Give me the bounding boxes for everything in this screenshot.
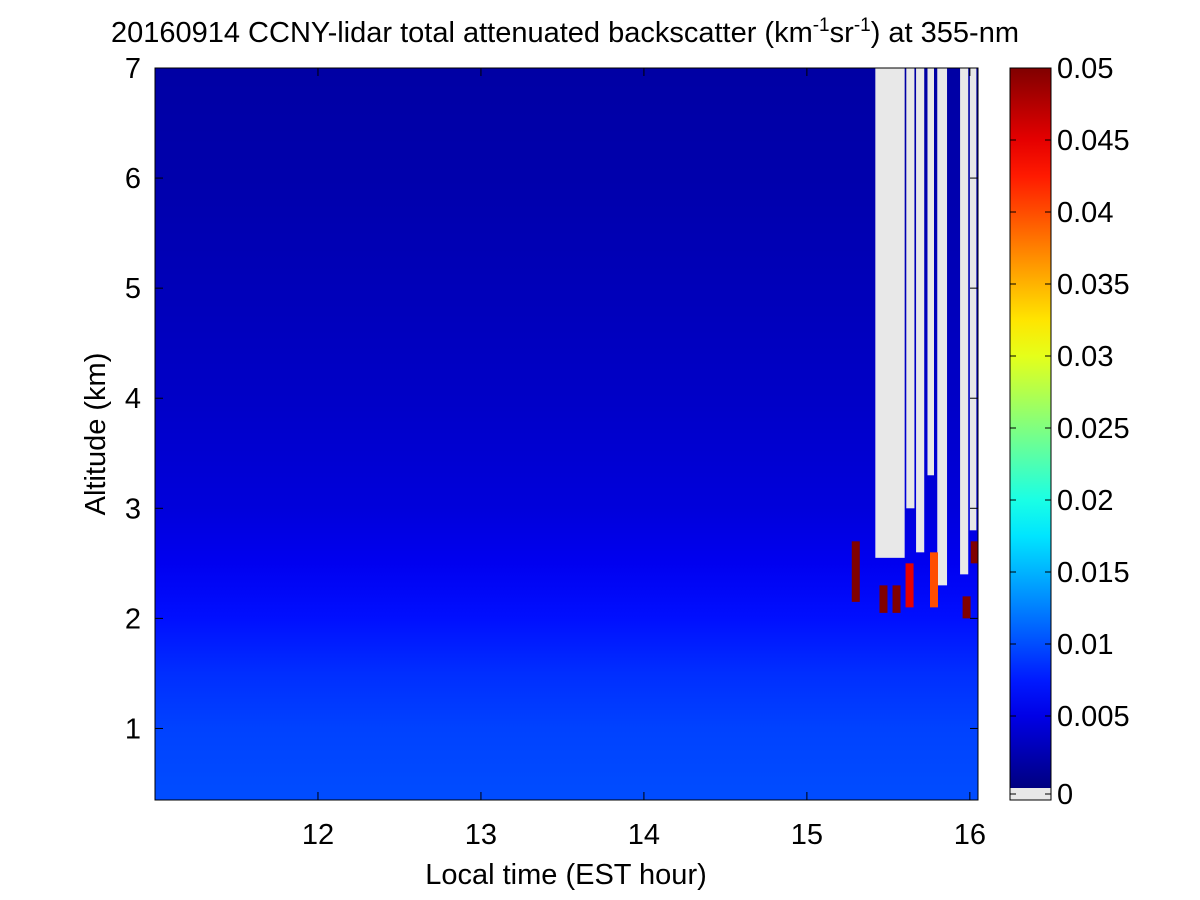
colorbar-tick-label: 0.05 xyxy=(1057,53,1113,85)
x-tick-label: 13 xyxy=(465,819,497,851)
missing-data-column xyxy=(906,68,915,509)
missing-data-column xyxy=(960,68,969,575)
colorbar-below-range xyxy=(1010,788,1051,800)
colorbar-tick-label: 0.035 xyxy=(1057,269,1130,301)
colorbar-tick-label: 0.045 xyxy=(1057,125,1130,157)
cloud-event xyxy=(892,585,901,613)
colorbar-tick-label: 0.025 xyxy=(1057,413,1130,445)
heatmap-background xyxy=(155,68,978,800)
missing-data-layer xyxy=(875,68,977,586)
colorbar-tick-label: 0.04 xyxy=(1057,197,1113,229)
cloud-event xyxy=(929,552,938,608)
x-tick-label: 12 xyxy=(302,819,334,851)
colorbar-tick-label: 0.015 xyxy=(1057,557,1130,589)
y-tick-label: 5 xyxy=(125,273,141,305)
y-tick-label: 7 xyxy=(125,53,141,85)
y-tick-label: 3 xyxy=(125,493,141,525)
cloud-event xyxy=(851,541,860,602)
colorbar-gradient xyxy=(1010,68,1051,788)
cloud-event xyxy=(962,596,971,619)
chart-title: 20160914 CCNY-lidar total attenuated bac… xyxy=(111,15,1019,49)
x-axis-label: Local time (EST hour) xyxy=(425,859,707,891)
colorbar-tick-label: 0.02 xyxy=(1057,485,1113,517)
colorbar-tick-label: 0.01 xyxy=(1057,629,1113,661)
cloud-event xyxy=(905,563,914,608)
x-axis: 12 13 14 15 16 xyxy=(302,68,986,851)
colorbar-tick-label: 0 xyxy=(1057,779,1073,811)
missing-data-column xyxy=(937,68,948,586)
y-tick-label: 1 xyxy=(125,713,141,745)
x-tick-label: 14 xyxy=(628,819,660,851)
plot-area xyxy=(155,68,978,800)
y-tick-label: 6 xyxy=(125,163,141,195)
missing-data-column xyxy=(875,68,905,558)
missing-data-column xyxy=(927,68,934,476)
colorbar-tick-label: 0.005 xyxy=(1057,701,1130,733)
cloud-layer xyxy=(851,541,978,619)
y-tick-label: 2 xyxy=(125,603,141,635)
y-tick-label: 4 xyxy=(125,383,141,415)
x-tick-label: 15 xyxy=(791,819,823,851)
colorbar: 0 0.005 0.01 0.015 0.02 0.025 0.03 0.035 0.04 0.0… xyxy=(1009,53,1130,811)
cloud-event xyxy=(879,585,888,613)
x-tick-label: 16 xyxy=(954,819,986,851)
colorbar-frame xyxy=(1009,67,1052,801)
plot-frame xyxy=(154,67,979,801)
missing-data-column xyxy=(916,68,925,553)
y-axis-label: Altitude (km) xyxy=(80,353,112,516)
cloud-event xyxy=(970,541,978,564)
missing-data-column xyxy=(969,68,977,531)
y-axis: 1 2 3 4 5 6 7 xyxy=(125,53,978,745)
colorbar-tick-label: 0.03 xyxy=(1057,341,1113,373)
colorbar-ticks: 0 0.005 0.01 0.015 0.02 0.025 0.03 0.035 0.04 0.0… xyxy=(1010,53,1130,811)
